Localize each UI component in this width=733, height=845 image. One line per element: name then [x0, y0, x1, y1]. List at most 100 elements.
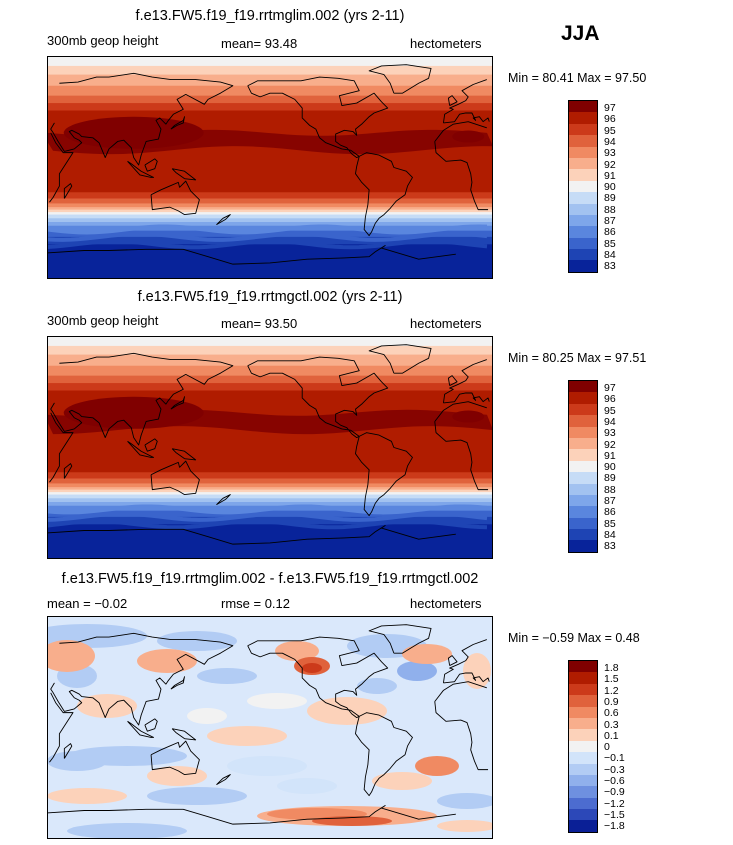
- panel-3-mean: mean = −0.02: [47, 596, 128, 611]
- colorbar-tick-label: 94: [604, 415, 616, 428]
- colorbar-swatch: [569, 392, 597, 404]
- panel-1-minmax: Min = 80.41 Max = 97.50: [508, 71, 647, 85]
- colorbar-swatch: [569, 169, 597, 181]
- colorbar-tick-label: 86: [604, 226, 616, 239]
- colorbar-swatch: [569, 426, 597, 438]
- panel-2-colorbar: [568, 380, 598, 553]
- colorbar-swatch: [569, 820, 597, 832]
- panel-2-mean: mean= 93.50: [221, 316, 298, 331]
- colorbar-tick-label: 90: [604, 461, 616, 474]
- panel-3-units: hectometers: [410, 596, 482, 611]
- colorbar-swatch: [569, 472, 597, 484]
- colorbar-tick-label: 0.1: [604, 729, 619, 742]
- panel-2-minmax: Min = 80.25 Max = 97.51: [508, 351, 647, 365]
- colorbar-swatch: [569, 237, 597, 250]
- colorbar-tick-label: −0.9: [604, 786, 625, 799]
- colorbar-swatch: [569, 249, 597, 261]
- colorbar-swatch: [569, 540, 597, 552]
- colorbar-tick-label: 91: [604, 169, 616, 182]
- colorbar-tick-label: −1.5: [604, 808, 625, 821]
- colorbar-tick-label: 0.3: [604, 718, 619, 731]
- colorbar-tick-label: 88: [604, 483, 616, 496]
- colorbar-swatch: [569, 797, 597, 810]
- colorbar-tick-label: 96: [604, 393, 616, 406]
- colorbar-tick-label: 87: [604, 215, 616, 227]
- panel-3-map: [47, 616, 493, 839]
- colorbar-tick-label: −1.2: [604, 797, 625, 810]
- colorbar-swatch: [569, 517, 597, 530]
- colorbar-tick-label: 89: [604, 472, 616, 485]
- colorbar-swatch: [569, 101, 597, 113]
- colorbar-swatch: [569, 192, 597, 204]
- colorbar-tick-label: 0: [604, 741, 610, 754]
- colorbar-swatch: [569, 437, 597, 450]
- colorbar-tick-label: 83: [604, 540, 616, 553]
- colorbar-swatch: [569, 203, 597, 215]
- colorbar-swatch: [569, 180, 597, 193]
- colorbar-swatch: [569, 729, 597, 741]
- colorbar-tick-label: −1.8: [604, 820, 625, 833]
- colorbar-swatch: [569, 123, 597, 136]
- colorbar-swatch: [569, 403, 597, 416]
- colorbar-swatch: [569, 146, 597, 158]
- colorbar-swatch: [569, 506, 597, 518]
- colorbar-swatch: [569, 449, 597, 461]
- colorbar-swatch: [569, 706, 597, 718]
- season-label: JJA: [561, 22, 600, 45]
- colorbar-tick-label: 88: [604, 203, 616, 216]
- colorbar-tick-label: 95: [604, 124, 616, 137]
- colorbar-tick-label: 1.2: [604, 684, 619, 697]
- panel-3-rmse: rmse = 0.12: [221, 596, 291, 611]
- colorbar-tick-label: 91: [604, 449, 616, 462]
- panel-2-units: hectometers: [410, 316, 482, 331]
- panel-1-map: [47, 56, 493, 279]
- colorbar-swatch: [569, 683, 597, 696]
- panel-2-map: [47, 336, 493, 559]
- colorbar-swatch: [569, 752, 597, 764]
- panel-1-colorbar: [568, 100, 598, 273]
- colorbar-swatch: [569, 774, 597, 787]
- colorbar-swatch: [569, 763, 597, 775]
- colorbar-tick-label: 93: [604, 427, 616, 440]
- colorbar-swatch: [569, 415, 597, 427]
- colorbar-swatch: [569, 661, 597, 673]
- colorbar-swatch: [569, 529, 597, 541]
- colorbar-tick-label: 84: [604, 528, 616, 541]
- colorbar-swatch: [569, 260, 597, 272]
- panel-3-title: f.e13.FW5.f19_f19.rrtmglim.002 - f.e13.F…: [61, 571, 479, 587]
- colorbar-swatch: [569, 786, 597, 798]
- colorbar-swatch: [569, 460, 597, 473]
- colorbar-swatch: [569, 740, 597, 753]
- colorbar-swatch: [569, 112, 597, 124]
- panel-1-mean: mean= 93.48: [221, 36, 298, 51]
- colorbar-tick-label: 0.9: [604, 695, 619, 708]
- colorbar-swatch: [569, 695, 597, 707]
- colorbar-tick-label: −0.6: [604, 775, 625, 787]
- colorbar-swatch: [569, 494, 597, 507]
- colorbar-swatch: [569, 157, 597, 170]
- colorbar-swatch: [569, 672, 597, 684]
- colorbar-tick-label: 83: [604, 260, 616, 273]
- colorbar-swatch: [569, 381, 597, 393]
- panel-3-colorbar: [568, 660, 598, 833]
- colorbar-tick-label: 96: [604, 113, 616, 126]
- colorbar-tick-label: 87: [604, 495, 616, 507]
- colorbar-swatch: [569, 809, 597, 821]
- panel-3-minmax: Min = −0.59 Max = 0.48: [508, 631, 640, 645]
- colorbar-tick-label: 0.6: [604, 707, 619, 720]
- colorbar-tick-label: 92: [604, 438, 616, 451]
- colorbar-swatch: [569, 717, 597, 730]
- colorbar-tick-label: 1.8: [604, 662, 619, 674]
- colorbar-tick-label: 97: [604, 382, 616, 394]
- panel-2-variable-label: 300mb geop height: [47, 313, 159, 328]
- colorbar-tick-label: 90: [604, 181, 616, 194]
- colorbar-tick-label: 93: [604, 147, 616, 160]
- colorbar-swatch: [569, 135, 597, 147]
- colorbar-tick-label: 97: [604, 102, 616, 114]
- colorbar-swatch: [569, 483, 597, 495]
- colorbar-tick-label: 84: [604, 248, 616, 261]
- panel-1-title: f.e13.FW5.f19_f19.rrtmglim.002 (yrs 2-11…: [135, 8, 405, 24]
- colorbar-tick-label: 85: [604, 237, 616, 250]
- colorbar-tick-label: 92: [604, 158, 616, 171]
- colorbar-swatch: [569, 226, 597, 238]
